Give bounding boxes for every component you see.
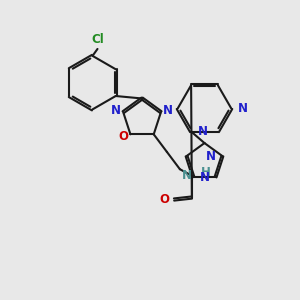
Text: N: N bbox=[163, 104, 173, 117]
Text: Cl: Cl bbox=[91, 33, 104, 46]
Text: N: N bbox=[111, 104, 121, 117]
Text: N: N bbox=[238, 102, 248, 115]
Text: O: O bbox=[159, 193, 169, 206]
Text: N: N bbox=[206, 150, 215, 163]
Text: O: O bbox=[118, 130, 128, 143]
Text: H: H bbox=[201, 166, 211, 179]
Text: N: N bbox=[182, 169, 192, 182]
Text: N: N bbox=[197, 125, 208, 138]
Text: N: N bbox=[200, 171, 210, 184]
